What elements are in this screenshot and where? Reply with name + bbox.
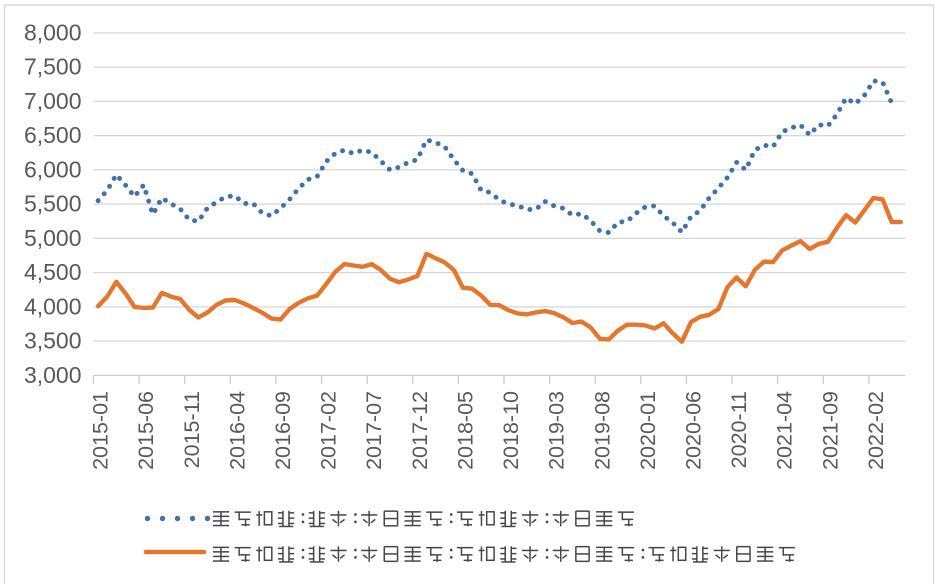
svg-text:7,000: 7,000 [24, 88, 82, 114]
svg-text:6,500: 6,500 [24, 122, 82, 148]
svg-text:2021-09: 2021-09 [818, 391, 842, 470]
svg-text:4,000: 4,000 [24, 293, 82, 319]
svg-text:4,500: 4,500 [24, 259, 82, 285]
svg-text:2016-04: 2016-04 [225, 391, 249, 470]
svg-text:2021-04: 2021-04 [773, 391, 797, 470]
svg-text:2016-09: 2016-09 [271, 391, 295, 470]
svg-text:2015-11: 2015-11 [180, 391, 204, 468]
svg-text:8,000: 8,000 [24, 19, 82, 45]
svg-text:2017-07: 2017-07 [362, 391, 386, 470]
svg-text:2020-01: 2020-01 [636, 391, 660, 470]
svg-text:2019-03: 2019-03 [545, 391, 569, 470]
svg-text:5,500: 5,500 [24, 191, 82, 217]
svg-text:7,500: 7,500 [24, 54, 82, 80]
svg-text:2020-06: 2020-06 [682, 391, 706, 470]
svg-text:2022-02: 2022-02 [864, 391, 888, 470]
svg-text:5,000: 5,000 [24, 225, 82, 251]
svg-text:6,000: 6,000 [24, 156, 82, 182]
svg-text:2020-11: 2020-11 [727, 391, 751, 468]
svg-text:3,500: 3,500 [24, 328, 82, 354]
svg-text:3,000: 3,000 [24, 362, 82, 388]
svg-text:2015-01: 2015-01 [89, 391, 113, 470]
svg-text:2015-06: 2015-06 [134, 391, 158, 470]
svg-text:2017-12: 2017-12 [408, 391, 432, 470]
svg-text:2019-08: 2019-08 [590, 391, 614, 470]
svg-text:2017-02: 2017-02 [317, 391, 341, 470]
svg-text:2018-05: 2018-05 [453, 391, 477, 470]
svg-text:2018-10: 2018-10 [499, 391, 523, 470]
